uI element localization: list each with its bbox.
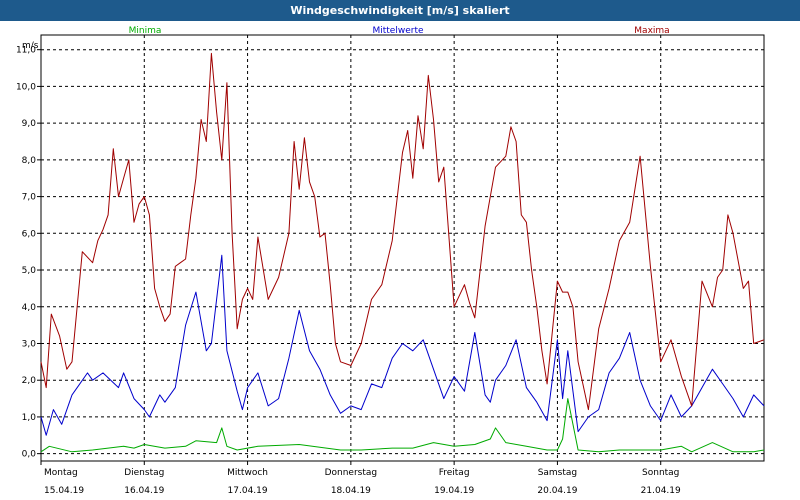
y-tick-label: 7,0	[22, 193, 37, 203]
window-title: Windgeschwindigkeit [m/s] skaliert	[0, 0, 800, 21]
y-tick-label: 10,0	[16, 82, 36, 92]
x-tick-day-label: Montag	[44, 468, 78, 478]
x-tick-date-label: 15.04.19	[44, 486, 84, 496]
x-tick-date-label: 16.04.19	[124, 486, 164, 496]
x-tick-day-label: Samstag	[538, 468, 577, 478]
x-tick-date-label: 20.04.19	[537, 486, 577, 496]
x-tick-date-label: 21.04.19	[641, 486, 681, 496]
x-tick-day-label: Freitag	[439, 468, 470, 478]
wind-speed-chart: 0,0 1,0 2,0 3,0 4,0 5,0 6,0 7,0 8,0 9,0 10,0 11,0m/…	[16, 26, 765, 496]
x-tick-date-label: 17.04.19	[228, 486, 268, 496]
y-tick-label: 1,0	[22, 413, 37, 423]
y-tick-label: 8,0	[22, 156, 37, 166]
legend-entry-minima: Minima	[129, 26, 162, 36]
y-tick-label: 6,0	[22, 229, 37, 239]
y-tick-label: 0,0	[22, 450, 37, 460]
y-tick-label: 9,0	[22, 119, 37, 129]
x-tick-day-label: Donnerstag	[325, 468, 378, 478]
y-tick-label: 4,0	[22, 303, 37, 313]
y-tick-label: 5,0	[22, 266, 37, 276]
y-tick-label: 3,0	[22, 339, 37, 349]
x-tick-date-label: 18.04.19	[331, 486, 371, 496]
plot-frame	[40, 34, 765, 462]
y-tick-label: 2,0	[22, 376, 37, 386]
y-axis-label: m/s	[22, 41, 39, 51]
x-tick-day-label: Mittwoch	[227, 468, 268, 478]
y-tick-label: 11,0	[16, 46, 36, 56]
x-tick-date-label: 19.04.19	[434, 486, 474, 496]
x-tick-day-label: Sonntag	[642, 468, 679, 478]
legend-entry-mittelwerte: Mittelwerte	[372, 26, 423, 36]
series-line-mittelwerte	[40, 254, 765, 436]
x-tick-day-label: Dienstag	[124, 468, 164, 478]
legend-entry-maxima: Maxima	[634, 26, 669, 36]
series-line-maxima	[40, 52, 765, 411]
series-line-minima	[40, 398, 765, 453]
